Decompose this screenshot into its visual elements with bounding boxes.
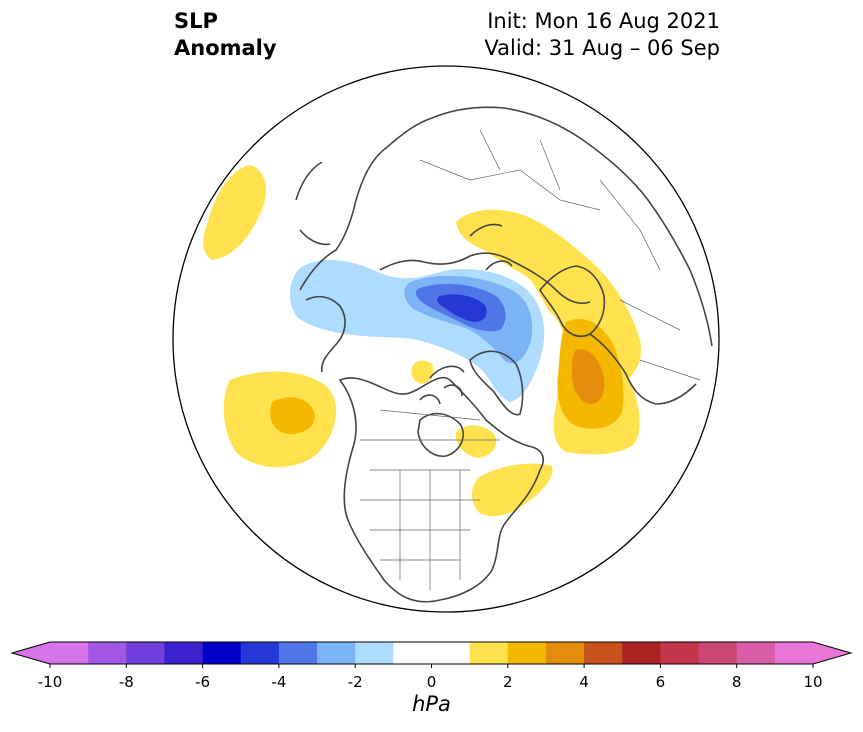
coastline-eurasia — [299, 106, 713, 347]
colorbar-cell — [584, 642, 623, 664]
political-borders — [360, 129, 701, 590]
anomaly-region — [572, 349, 605, 404]
colorbar-unit-label: hPa — [412, 692, 451, 716]
coastline-novaya-zemlya — [469, 223, 513, 271]
colorbar-ticks: -10 -8 -6 -4 -2 0 2 4 6 8 10 — [38, 664, 823, 690]
colorbar-tick-label: 4 — [579, 673, 589, 690]
polar-map — [172, 65, 720, 613]
colorbar-tick-label: -8 — [119, 673, 134, 690]
colorbar-cell — [660, 642, 700, 664]
coastline-alaska — [305, 295, 346, 373]
colorbar-cell — [355, 642, 394, 664]
colorbar-cell — [88, 642, 127, 664]
init-date: Init: Mon 16 Aug 2021 — [487, 9, 720, 33]
coastline-north-america — [338, 376, 544, 603]
colorbar-cell — [469, 642, 509, 664]
colorbar-cell — [240, 642, 280, 664]
title-line-2: Anomaly — [174, 36, 277, 60]
coastline-scandinavia — [539, 265, 606, 338]
border-line — [360, 469, 480, 590]
colorbar-cell — [774, 642, 814, 664]
colorbar-cell — [317, 642, 356, 664]
globe-outline — [172, 65, 720, 613]
coastline-kamchatka — [295, 161, 331, 246]
colorbar-cell — [622, 642, 661, 664]
coastline-greenland — [469, 350, 524, 416]
colorbar-tick-label: 2 — [503, 673, 513, 690]
colorbar-tick-label: 6 — [656, 673, 666, 690]
colorbar-extend-high — [813, 642, 851, 664]
colorbar-cell — [736, 642, 776, 664]
colorbar-cell — [126, 642, 165, 664]
valid-date: Valid: 31 Aug – 06 Sep — [484, 36, 720, 60]
colorbar-cell — [50, 642, 89, 664]
coastline-europe — [589, 333, 697, 405]
colorbar-cell — [164, 642, 204, 664]
colorbar-tick-label: 8 — [732, 673, 742, 690]
border-line — [360, 409, 500, 441]
colorbar-cell — [393, 642, 432, 664]
anomaly-region — [472, 463, 553, 517]
colorbar-cell — [698, 642, 738, 664]
coastline-arctic-islands — [419, 365, 465, 405]
coastline-hudson-bay — [417, 412, 464, 457]
title-line-1: SLP — [174, 9, 218, 33]
anomaly-shading — [203, 165, 642, 517]
border-line — [419, 129, 701, 381]
colorbar-cell — [202, 642, 242, 664]
map-title: SLP Anomaly — [174, 8, 277, 62]
colorbar-tick-label: 10 — [803, 673, 822, 690]
colorbar: -10 -8 -6 -4 -2 0 2 4 6 8 10 — [10, 641, 853, 690]
anomaly-region — [270, 397, 315, 434]
colorbar-extend-low — [12, 642, 50, 664]
colorbar-cell — [507, 642, 547, 664]
colorbar-cell — [431, 642, 471, 664]
colorbar-tick-label: -6 — [195, 673, 210, 690]
anomaly-region — [203, 165, 266, 260]
colorbar-tick-label: -4 — [271, 673, 286, 690]
colorbar-tick-label: -10 — [38, 673, 63, 690]
colorbar-cell — [278, 642, 318, 664]
coastline-siberia-north — [379, 252, 591, 305]
anomaly-region — [411, 360, 434, 384]
forecast-dates: Init: Mon 16 Aug 2021 Valid: 31 Aug – 06… — [484, 8, 720, 62]
colorbar-tick-label: 0 — [427, 673, 437, 690]
colorbar-cell — [545, 642, 585, 664]
colorbar-tick-label: -2 — [348, 673, 363, 690]
colorbar-cells — [10, 641, 853, 665]
coastlines — [295, 106, 713, 603]
anomaly-region — [437, 294, 487, 322]
anomaly-region — [455, 425, 497, 458]
